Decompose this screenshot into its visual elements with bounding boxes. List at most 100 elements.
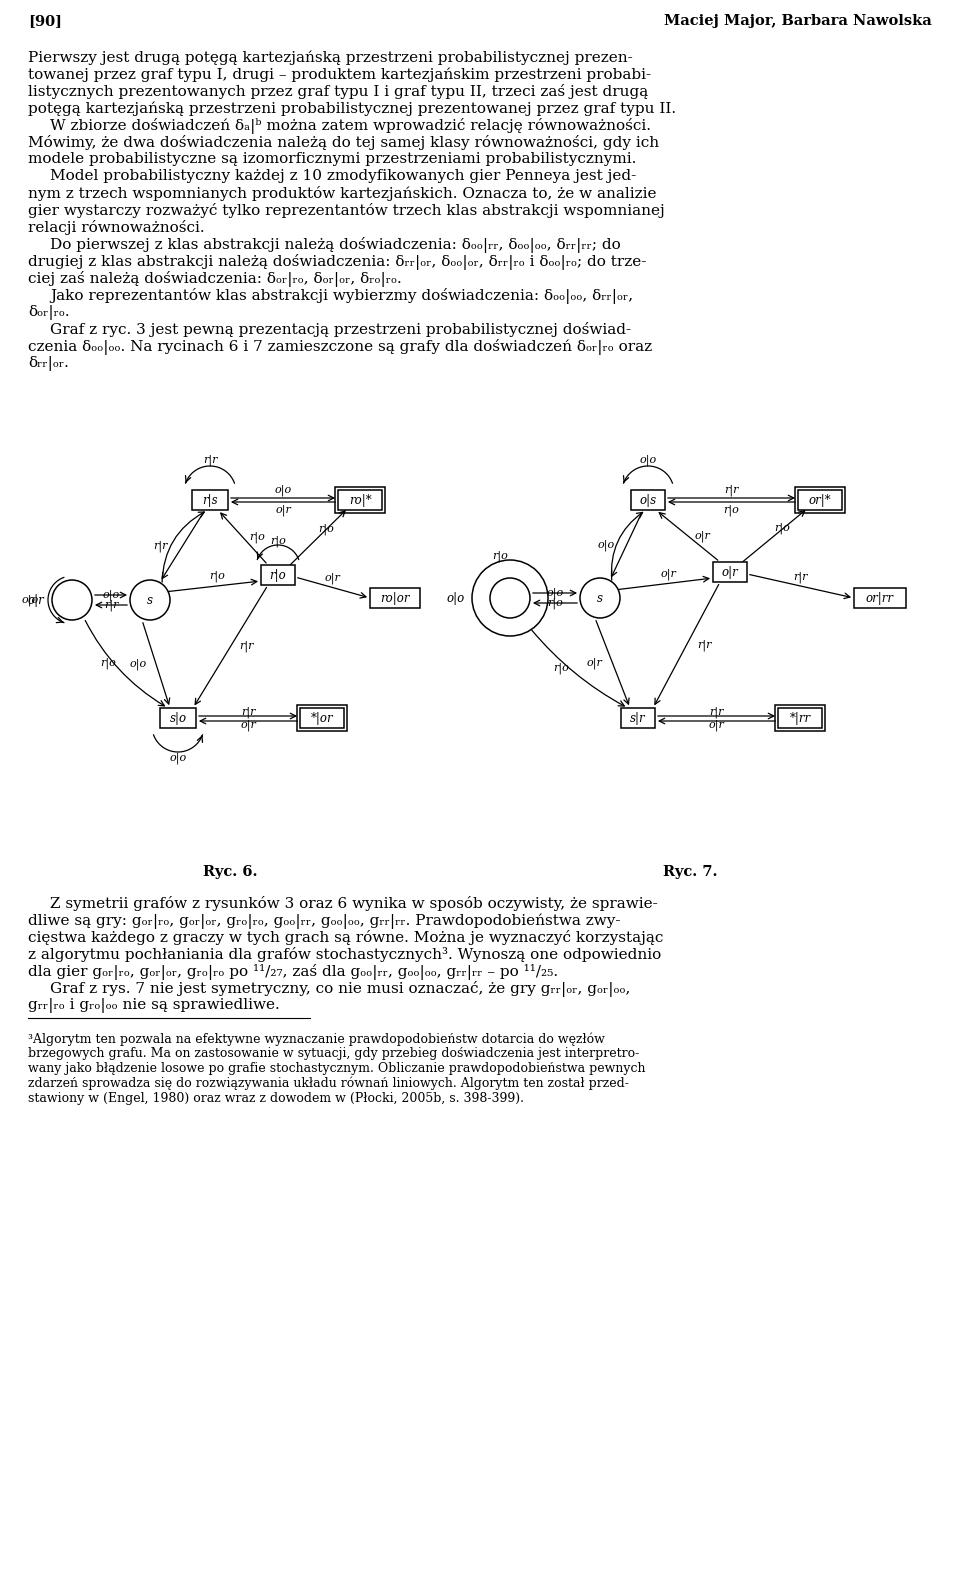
Text: s: s xyxy=(597,592,603,605)
Text: r|r: r|r xyxy=(203,454,217,465)
Text: gᵣᵣ|ᵣₒ i gᵣₒ|ₒₒ nie są sprawiedliwe.: gᵣᵣ|ᵣₒ i gᵣₒ|ₒₒ nie są sprawiedliwe. xyxy=(28,997,279,1013)
Circle shape xyxy=(490,578,530,617)
Text: zdarzeń sprowadza się do rozwiązywania układu równań liniowych. Algorytm ten zos: zdarzeń sprowadza się do rozwiązywania u… xyxy=(28,1076,629,1091)
Text: Do pierwszej z klas abstrakcji należą doświadczenia: δₒₒ|ᵣᵣ, δₒₒ|ₒₒ, δᵣᵣ|ᵣᵣ; do: Do pierwszej z klas abstrakcji należą do… xyxy=(50,237,621,253)
Bar xyxy=(798,491,842,510)
Bar xyxy=(775,704,825,731)
Text: [90]: [90] xyxy=(28,14,62,28)
Bar xyxy=(713,562,747,583)
Text: o|o: o|o xyxy=(103,589,120,602)
Text: r|o: r|o xyxy=(209,571,226,583)
Text: *|rr: *|rr xyxy=(789,711,810,725)
Text: o|r: o|r xyxy=(660,568,677,579)
Circle shape xyxy=(52,579,92,621)
Text: o|r: o|r xyxy=(240,719,256,731)
Bar xyxy=(261,565,295,586)
Text: o|o: o|o xyxy=(130,659,147,670)
Text: Z symetrii grafów z rysunków 3 oraz 6 wynika w sposób oczywisty, że sprawie-: Z symetrii grafów z rysunków 3 oraz 6 wy… xyxy=(50,896,658,910)
Text: relacji równoważności.: relacji równoważności. xyxy=(28,220,204,234)
Text: o|r: o|r xyxy=(324,573,341,584)
Text: dliwe są gry: gₒᵣ|ᵣₒ, gₒᵣ|ₒᵣ, gᵣₒ|ᵣₒ, gₒₒ|ᵣᵣ, gₒₒ|ₒₒ, gᵣᵣ|ᵣᵣ. Prawdopodobieństwa: dliwe są gry: gₒᵣ|ᵣₒ, gₒᵣ|ₒᵣ, gᵣₒ|ᵣₒ, gₒ… xyxy=(28,913,620,929)
Text: Graf z ryc. 3 jest pewną prezentacją przestrzeni probabilistycznej doświad-: Graf z ryc. 3 jest pewną prezentacją prz… xyxy=(50,321,631,337)
Text: o|r: o|r xyxy=(276,505,291,516)
Text: z algorytmu pochłaniania dla grafów stochastycznych³. Wynoszą one odpowiednio: z algorytmu pochłaniania dla grafów stoc… xyxy=(28,947,661,962)
Text: s|r: s|r xyxy=(630,711,646,725)
Bar xyxy=(338,491,382,510)
Text: r|o: r|o xyxy=(547,597,563,609)
Bar xyxy=(192,491,228,510)
Text: δₒᵣ|ᵣₒ.: δₒᵣ|ᵣₒ. xyxy=(28,306,70,320)
Text: Mówimy, że dwa doświadczenia należą do tej samej klasy równoważności, gdy ich: Mówimy, że dwa doświadczenia należą do t… xyxy=(28,135,660,150)
Circle shape xyxy=(580,578,620,617)
Text: ciej zaś należą doświadczenia: δₒᵣ|ᵣₒ, δₒᵣ|ₒᵣ, δᵣₒ|ᵣₒ.: ciej zaś należą doświadczenia: δₒᵣ|ᵣₒ, δ… xyxy=(28,271,401,287)
Text: r|r: r|r xyxy=(154,540,168,552)
Text: ro|or: ro|or xyxy=(380,592,410,605)
Text: listycznych prezentowanych przez graf typu I i graf typu II, trzeci zaś jest dru: listycznych prezentowanych przez graf ty… xyxy=(28,84,648,100)
Text: r|o: r|o xyxy=(270,535,286,546)
Text: nym z trzech wspomnianych produktów kartezjańskich. Oznacza to, że w analizie: nym z trzech wspomnianych produktów kart… xyxy=(28,185,657,201)
Text: r|r: r|r xyxy=(104,600,118,611)
Text: o|o: o|o xyxy=(598,540,615,551)
Text: modele probabilistyczne są izomorficznymi przestrzeniami probabilistycznymi.: modele probabilistyczne są izomorficznym… xyxy=(28,152,636,166)
Text: r|o: r|o xyxy=(553,662,569,674)
Text: o|o: o|o xyxy=(639,454,657,465)
Text: s|o: s|o xyxy=(169,711,186,725)
Text: o|o: o|o xyxy=(446,592,465,605)
Text: r|r: r|r xyxy=(724,484,739,495)
Bar xyxy=(795,488,845,513)
Text: Model probabilistyczny każdej z 10 zmodyfikowanych gier Penneya jest jed-: Model probabilistyczny każdej z 10 zmody… xyxy=(50,169,636,184)
Text: or|rr: or|rr xyxy=(866,592,894,605)
Bar xyxy=(631,491,665,510)
Text: r|r: r|r xyxy=(709,706,724,717)
Text: r|s: r|s xyxy=(203,494,218,507)
Text: r|r: r|r xyxy=(793,571,807,583)
Text: gier wystarczy rozważyć tylko reprezentantów trzech klas abstrakcji wspomnianej: gier wystarczy rozważyć tylko reprezenta… xyxy=(28,203,664,218)
Text: stawiony w (Engel, 1980) oraz wraz z dowodem w (Płocki, 2005b, s. 398-399).: stawiony w (Engel, 1980) oraz wraz z dow… xyxy=(28,1092,524,1105)
Bar xyxy=(297,704,347,731)
Text: Ryc. 6.: Ryc. 6. xyxy=(203,864,257,879)
Text: o|s: o|s xyxy=(639,494,657,507)
Text: Pierwszy jest drugą potęgą kartezjańską przestrzeni probabilistycznej prezen-: Pierwszy jest drugą potęgą kartezjańską … xyxy=(28,51,633,65)
Text: wany jako błądzenie losowe po grafie stochastycznym. Obliczanie prawdopodobieńst: wany jako błądzenie losowe po grafie sto… xyxy=(28,1062,645,1075)
Text: o|o: o|o xyxy=(546,587,564,598)
Text: potęgą kartezjańską przestrzeni probabilistycznej prezentowanej przez graf typu : potęgą kartezjańską przestrzeni probabil… xyxy=(28,101,676,116)
Text: r|o: r|o xyxy=(270,568,286,581)
Text: o|r: o|r xyxy=(722,565,738,578)
Bar xyxy=(778,708,822,728)
Text: cięstwa każdego z graczy w tych grach są równe. Można je wyznaczyć korzystając: cięstwa każdego z graczy w tych grach są… xyxy=(28,929,663,945)
Bar xyxy=(160,708,196,728)
Text: ³Algorytm ten pozwala na efektywne wyznaczanie prawdopodobieństw dotarcia do węz: ³Algorytm ten pozwala na efektywne wyzna… xyxy=(28,1032,605,1045)
Text: o|r: o|r xyxy=(27,594,44,606)
Text: o|o: o|o xyxy=(169,752,186,763)
Text: o|o: o|o xyxy=(275,484,292,495)
Text: drugiej z klas abstrakcji należą doświadczenia: δᵣᵣ|ₒᵣ, δₒₒ|ₒᵣ, δᵣᵣ|ᵣₒ i δₒₒ|ᵣₒ;: drugiej z klas abstrakcji należą doświad… xyxy=(28,253,646,271)
Bar xyxy=(621,708,655,728)
Text: r|r: r|r xyxy=(241,706,255,717)
Text: r|o: r|o xyxy=(318,524,334,535)
Text: o|r: o|r xyxy=(708,719,725,731)
Text: towanej przez graf typu I, drugi – produktem kartezjańskim przestrzeni probabi-: towanej przez graf typu I, drugi – produ… xyxy=(28,66,651,81)
Circle shape xyxy=(130,579,170,621)
Text: r|o: r|o xyxy=(492,551,508,562)
Text: or|*: or|* xyxy=(808,494,831,507)
Text: Ryc. 7.: Ryc. 7. xyxy=(662,864,717,879)
Bar xyxy=(335,488,385,513)
Text: r|r: r|r xyxy=(697,640,711,651)
Text: o|r: o|r xyxy=(587,657,603,668)
Text: o|r: o|r xyxy=(694,530,710,541)
Bar xyxy=(370,587,420,608)
Bar xyxy=(854,587,906,608)
Bar xyxy=(300,708,344,728)
Text: s: s xyxy=(147,594,153,606)
Text: Jako reprezentantów klas abstrakcji wybierzmy doświadczenia: δₒₒ|ₒₒ, δᵣᵣ|ₒᵣ,: Jako reprezentantów klas abstrakcji wybi… xyxy=(50,288,634,304)
Text: r|o: r|o xyxy=(249,532,265,543)
Text: r|o: r|o xyxy=(774,522,790,533)
Text: *|or: *|or xyxy=(311,711,333,725)
Text: Maciej Major, Barbara Nawolska: Maciej Major, Barbara Nawolska xyxy=(664,14,932,28)
Text: dla gier gₒᵣ|ᵣₒ, gₒᵣ|ₒᵣ, gᵣₒ|ᵣₒ po ¹¹/₂₇, zaś dla gₒₒ|ᵣᵣ, gₒₒ|ₒₒ, gᵣᵣ|ᵣᵣ – po ¹¹: dla gier gₒᵣ|ᵣₒ, gₒᵣ|ₒᵣ, gᵣₒ|ᵣₒ po ¹¹/₂₇… xyxy=(28,964,558,980)
Text: r|r: r|r xyxy=(239,641,253,652)
Text: W zbiorze doświadczeń δₐ|ᵇ można zatem wprowadzić relację równoważności.: W zbiorze doświadczeń δₐ|ᵇ można zatem w… xyxy=(50,119,651,135)
Text: Graf z rys. 7 nie jest symetryczny, co nie musi oznaczać, że gry gᵣᵣ|ₒᵣ, gₒᵣ|ₒₒ,: Graf z rys. 7 nie jest symetryczny, co n… xyxy=(50,981,631,997)
Text: δᵣᵣ|ₒᵣ.: δᵣᵣ|ₒᵣ. xyxy=(28,356,69,370)
Text: r|o: r|o xyxy=(724,505,739,516)
